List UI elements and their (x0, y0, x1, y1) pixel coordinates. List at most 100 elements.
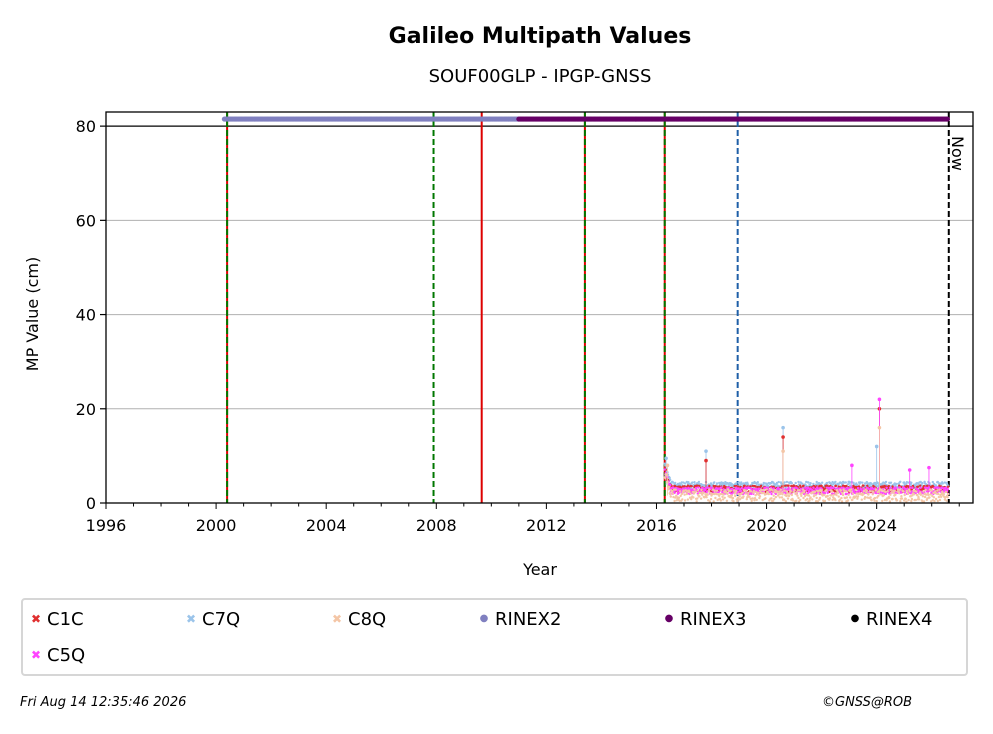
data-point (920, 493, 923, 496)
data-point (881, 499, 884, 503)
data-point (815, 480, 818, 484)
y-tick-label: 40 (76, 306, 96, 325)
data-point (877, 425, 882, 430)
data-point (750, 488, 753, 491)
data-point (774, 495, 778, 499)
data-point (735, 489, 738, 493)
data-point (941, 482, 944, 485)
data-point (835, 493, 838, 497)
legend-label-c1c: C1C (47, 608, 84, 630)
data-point (781, 435, 785, 439)
data-point (777, 480, 780, 484)
data-point (917, 495, 920, 499)
data-point (671, 489, 674, 493)
data-point (845, 496, 849, 499)
data-point (696, 489, 699, 492)
data-point (943, 498, 947, 501)
data-point (807, 481, 810, 484)
data-point (862, 489, 866, 493)
data-point (738, 495, 741, 498)
data-point (910, 481, 913, 484)
data-point (817, 492, 820, 495)
data-point (933, 499, 936, 503)
data-point (759, 484, 763, 487)
legend-label-rinex4: RINEX4 (866, 608, 933, 630)
data-point (906, 492, 910, 496)
data-point (841, 482, 844, 486)
data-point (834, 480, 837, 484)
data-point (755, 487, 758, 490)
data-point (770, 492, 773, 496)
data-point (797, 496, 800, 500)
legend-label-c5q: C5Q (47, 644, 86, 666)
data-point (907, 498, 910, 502)
data-point (900, 497, 904, 500)
data-point (725, 499, 729, 502)
data-point (891, 497, 894, 501)
legend-marker-rinex2: ● (479, 613, 489, 624)
data-point (837, 495, 840, 498)
legend-label-rinex3: RINEX3 (680, 608, 747, 630)
x-tick-label: 2008 (416, 516, 457, 535)
data-point (679, 494, 682, 498)
data-point (838, 498, 841, 501)
data-point (798, 489, 801, 492)
data-point (697, 486, 700, 489)
data-point (751, 497, 754, 500)
data-point (747, 491, 750, 495)
data-point (676, 489, 679, 492)
data-point (903, 499, 906, 502)
data-point (717, 490, 720, 494)
data-point (934, 497, 938, 501)
data-point (719, 499, 723, 502)
data-point (925, 493, 928, 496)
data-point (919, 484, 922, 487)
data-point (806, 497, 809, 501)
data-point (685, 492, 688, 496)
data-point (912, 493, 916, 496)
chart-title: Galileo Multipath Values (389, 24, 692, 49)
data-point (683, 482, 687, 485)
data-point (898, 486, 901, 489)
data-points (663, 397, 950, 503)
data-point (849, 490, 852, 494)
data-point (715, 489, 719, 492)
data-point (814, 500, 818, 503)
data-point (784, 484, 787, 487)
data-point (800, 494, 803, 498)
data-point (759, 488, 763, 492)
data-point (922, 490, 925, 493)
data-point (699, 491, 702, 495)
legend-marker-rinex3: ● (664, 613, 674, 624)
legend-item-c1c: ✖ C1C (25, 607, 84, 631)
data-point (944, 496, 947, 499)
data-point (786, 497, 790, 500)
data-point (792, 490, 795, 494)
data-point (875, 499, 878, 503)
data-point (846, 499, 850, 502)
data-point (722, 493, 725, 496)
data-point (899, 480, 902, 483)
data-point (687, 487, 691, 490)
data-point (736, 500, 739, 503)
data-point (673, 499, 676, 503)
data-point (683, 485, 686, 488)
data-point (765, 488, 768, 491)
data-point (750, 499, 753, 503)
data-point (830, 490, 834, 493)
legend-item-rinex3: ● RINEX3 (658, 607, 747, 631)
data-point (919, 480, 922, 484)
data-point (664, 456, 668, 461)
data-point (861, 481, 864, 484)
data-point (802, 484, 805, 487)
data-point (770, 497, 773, 500)
data-point (870, 499, 873, 502)
data-point (820, 484, 823, 488)
data-point (720, 486, 723, 489)
data-point (857, 489, 861, 492)
data-point (849, 486, 852, 489)
data-point (914, 498, 917, 502)
data-point (783, 481, 786, 484)
data-point (828, 497, 832, 500)
data-point (708, 484, 711, 488)
